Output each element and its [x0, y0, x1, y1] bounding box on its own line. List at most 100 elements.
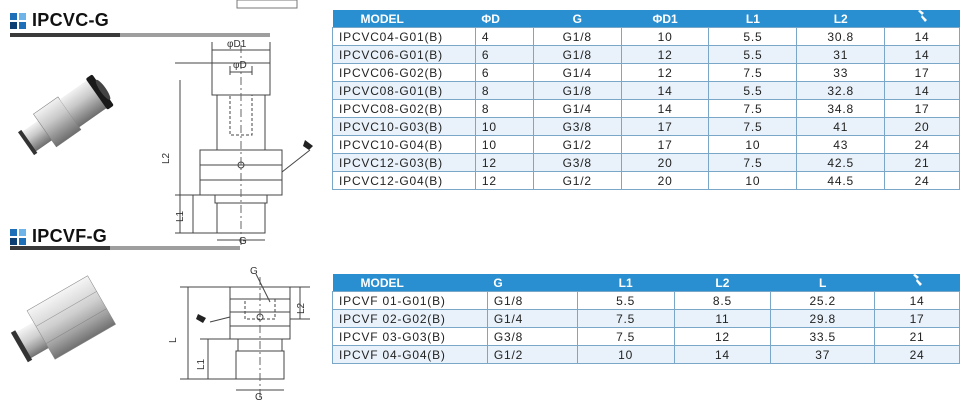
table-cell: 12	[620, 63, 710, 82]
table-cell: 10	[708, 171, 798, 190]
svg-text:L2: L2	[161, 152, 172, 164]
table-row: IPCVC06-G01(B) 6 G1/8 12 5.5 31 14	[332, 45, 960, 64]
col-header-l2: L2	[674, 274, 771, 292]
svg-text:G: G	[250, 266, 258, 277]
table-cell: G1/4	[532, 99, 622, 118]
table-cell: G3/8	[532, 117, 622, 136]
col-header-model: MODEL	[332, 10, 476, 28]
table-cell: 12	[673, 327, 772, 346]
table-row: IPCVC10-G04(B) 10 G1/2 17 10 43 24	[332, 135, 960, 154]
section2-title: IPCVF-G	[32, 226, 108, 246]
col-header-l2: L2	[796, 10, 885, 28]
table-row: IPCVC10-G03(B) 10 G3/8 17 7.5 41 20	[332, 117, 960, 136]
col-header-d: ΦD	[475, 10, 534, 28]
table-cell: G1/2	[532, 171, 622, 190]
table-cell: 5.5	[576, 291, 675, 310]
table-cell: 24	[874, 345, 960, 364]
table-cell: IPCVC10-G03(B)	[332, 117, 476, 136]
section1-header: IPCVC-G	[10, 10, 109, 31]
table-row: IPCVC04-G01(B) 4 G1/8 10 5.5 30.8 14	[332, 27, 960, 46]
col-header-l: L	[770, 274, 875, 292]
col-header-d1: ΦD1	[621, 10, 709, 28]
table-cell: 20	[620, 171, 710, 190]
table-cell: 17	[884, 63, 960, 82]
table-cell: G3/8	[532, 153, 622, 172]
svg-text:G: G	[255, 392, 263, 403]
table-cell: 33	[796, 63, 886, 82]
table-cell: IPCVF 02-G02(B)	[332, 309, 488, 328]
table-row: IPCVF 01-G01(B) G1/8 5.5 8.5 25.2 14	[332, 291, 960, 310]
table-cell: 8	[474, 81, 534, 100]
table-cell: 24	[884, 171, 960, 190]
table-row: IPCVF 02-G02(B) G1/4 7.5 11 29.8 17	[332, 309, 960, 328]
table-cell: IPCVC06-G02(B)	[332, 63, 476, 82]
svg-text:L1: L1	[175, 210, 186, 222]
table-cell: G1/2	[532, 135, 622, 154]
table-cell: 17	[620, 117, 710, 136]
table-cell: 14	[874, 291, 960, 310]
table-cell: 7.5	[708, 99, 798, 118]
svg-text:L2: L2	[296, 302, 307, 314]
table-cell: 17	[620, 135, 710, 154]
table-cell: 29.8	[770, 309, 876, 328]
table-cell: 10	[708, 135, 798, 154]
table-cell: 10	[576, 345, 675, 364]
table-cell: G1/8	[532, 27, 622, 46]
table-header-row: MODEL G L1 L2 L	[332, 274, 960, 292]
ipcvf-technical-drawing: G L2 L L1 G	[168, 266, 310, 403]
table-cell: 14	[620, 81, 710, 100]
wrench-icon	[196, 314, 206, 323]
table-cell: 14	[620, 99, 710, 118]
table-row: IPCVC12-G03(B) 12 G3/8 20 7.5 42.5 21	[332, 153, 960, 172]
table-cell: 4	[474, 27, 534, 46]
table-row: IPCVF 04-G04(B) G1/2 10 14 37 24	[332, 345, 960, 364]
table-cell: 14	[884, 81, 960, 100]
table-cell: IPCVC12-G03(B)	[332, 153, 476, 172]
table-cell: 7.5	[576, 309, 675, 328]
table-header-row: MODEL ΦD G ΦD1 L1 L2	[332, 10, 960, 28]
table-cell: 12	[474, 171, 534, 190]
table-cell: G1/8	[532, 45, 622, 64]
table-cell: 5.5	[708, 45, 798, 64]
svg-text:L: L	[168, 337, 179, 343]
table-cell: G1/8	[532, 81, 622, 100]
table-cell: 43	[796, 135, 886, 154]
col-header-g: G	[533, 10, 622, 28]
table-cell: IPCVC08-G02(B)	[332, 99, 476, 118]
ipcvf-spec-table: MODEL G L1 L2 L IPCVF 01-G01(B) G1/8 5.5 8.…	[332, 274, 960, 364]
col-header-l1: L1	[708, 10, 797, 28]
table-cell: 33.5	[770, 327, 876, 346]
col-header-g: G	[487, 274, 578, 292]
table-cell: 10	[474, 135, 534, 154]
section1-title: IPCVC-G	[32, 10, 110, 30]
wrench-icon	[913, 274, 923, 286]
table-cell: 6	[474, 63, 534, 82]
table-cell: 7.5	[576, 327, 675, 346]
wrench-icon	[918, 10, 928, 22]
table-cell: 14	[884, 45, 960, 64]
ipcvc-spec-table: MODEL ΦD G ΦD1 L1 L2 IPCVC04-G01(B) 4 G1/8…	[332, 10, 960, 190]
table-cell: G1/2	[486, 345, 578, 364]
table-cell: IPCVC10-G04(B)	[332, 135, 476, 154]
table-row: IPCVC08-G02(B) 8 G1/4 14 7.5 34.8 17	[332, 99, 960, 118]
table-cell: G3/8	[486, 327, 578, 346]
section2-header: IPCVF-G	[10, 226, 107, 247]
table-row: IPCVC06-G02(B) 6 G1/4 12 7.5 33 17	[332, 63, 960, 82]
table-row: IPCVC12-G04(B) 12 G1/2 20 10 44.5 24	[332, 171, 960, 190]
table-cell: 7.5	[708, 117, 798, 136]
table-cell: 44.5	[796, 171, 886, 190]
table-cell: 10	[620, 27, 710, 46]
table-cell: 8.5	[673, 291, 772, 310]
table-cell: 5.5	[708, 27, 798, 46]
ipcvf-product-photo	[10, 275, 116, 363]
table-cell: 34.8	[796, 99, 886, 118]
col-header-wrench	[884, 10, 960, 28]
table-cell: IPCVC12-G04(B)	[332, 171, 476, 190]
table-cell: IPCVC06-G01(B)	[332, 45, 476, 64]
svg-text:φD1: φD1	[227, 39, 247, 50]
table-cell: 21	[884, 153, 960, 172]
table-cell: 12	[474, 153, 534, 172]
table-cell: IPCVC08-G01(B)	[332, 81, 476, 100]
table-cell: 7.5	[708, 63, 798, 82]
table-cell: 20	[884, 117, 960, 136]
